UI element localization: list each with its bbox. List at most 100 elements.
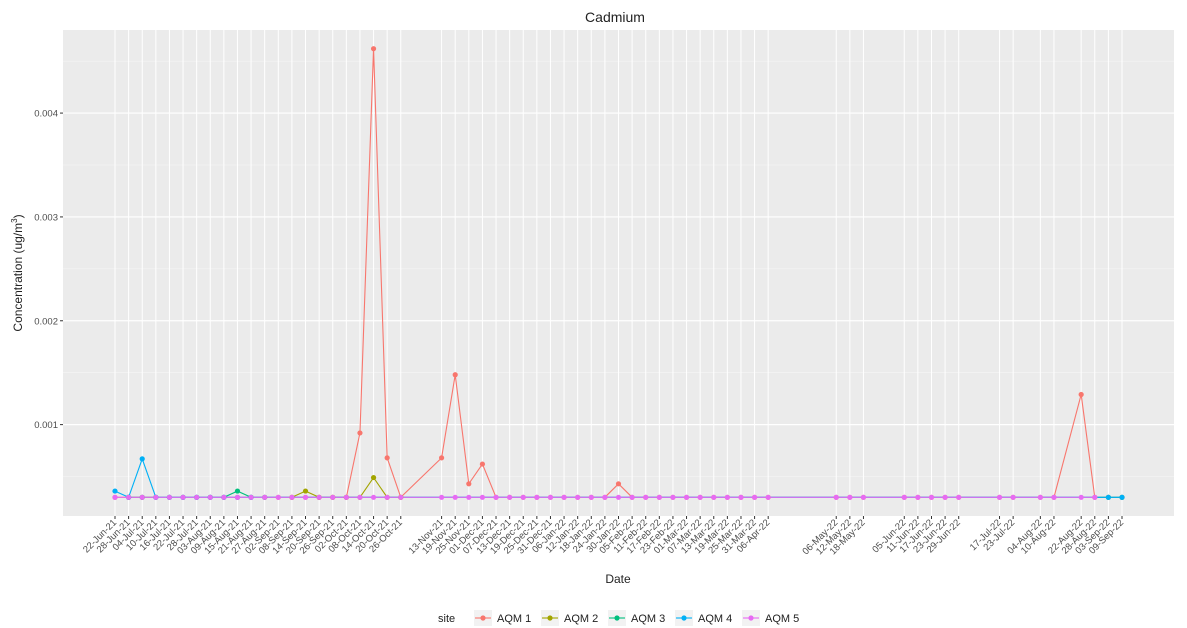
data-point-aqm-3 [234, 488, 241, 494]
data-point-aqm-5 [520, 494, 526, 500]
legend-label: AQM 3 [631, 613, 665, 625]
legend-title: site [438, 613, 455, 625]
data-point-aqm-5 [330, 494, 336, 500]
data-point-aqm-5 [751, 494, 758, 500]
data-point-aqm-5 [1051, 494, 1057, 500]
data-point-aqm-5 [683, 494, 690, 500]
data-point-aqm-1 [357, 430, 363, 436]
legend-label: AQM 2 [564, 613, 598, 625]
data-point-aqm-5 [275, 494, 281, 500]
data-point-aqm-5 [602, 494, 608, 500]
legend-label: AQM 4 [698, 613, 732, 625]
legend-item-aqm-4: AQM 4 [675, 610, 732, 626]
grid-lines [63, 30, 1174, 516]
data-point-aqm-1 [466, 481, 472, 487]
data-point-aqm-5 [656, 494, 662, 500]
data-point-aqm-5 [1078, 494, 1084, 500]
data-point-aqm-5 [221, 494, 227, 500]
y-tick-label: 0.001 [34, 420, 58, 431]
data-point-aqm-5 [561, 494, 567, 500]
legend-item-aqm-3: AQM 3 [608, 610, 665, 626]
data-point-aqm-5 [615, 494, 622, 500]
data-point-aqm-5 [302, 494, 309, 500]
data-point-aqm-5 [112, 494, 118, 500]
data-point-aqm-2 [370, 474, 377, 481]
legend-key-point [480, 615, 486, 621]
series-points [112, 46, 1125, 500]
y-tick-label: 0.003 [34, 212, 58, 223]
data-point-aqm-5 [547, 494, 554, 500]
data-point-aqm-5 [996, 494, 1003, 500]
data-point-aqm-5 [833, 494, 839, 500]
data-point-aqm-5 [207, 494, 213, 500]
data-point-aqm-5 [248, 494, 254, 500]
data-point-aqm-5 [493, 494, 499, 500]
data-point-aqm-1 [452, 372, 458, 378]
data-point-aqm-5 [711, 494, 717, 500]
data-point-aqm-5 [860, 494, 867, 500]
data-point-aqm-5 [588, 494, 594, 500]
data-point-aqm-5 [452, 494, 458, 500]
data-point-aqm-4 [112, 488, 118, 494]
data-point-aqm-5 [1092, 494, 1098, 500]
data-point-aqm-5 [153, 494, 159, 500]
y-axis-title-superscript: 3 [10, 218, 19, 223]
data-point-aqm-5 [901, 494, 907, 500]
y-axis-title-main: Concentration (ug/m [11, 223, 25, 332]
data-point-aqm-2 [302, 488, 309, 494]
data-point-aqm-5 [697, 494, 703, 500]
legend-key-point [748, 615, 754, 621]
legend-item-aqm-5: AQM 5 [742, 610, 799, 626]
data-point-aqm-5 [534, 494, 540, 500]
data-point-aqm-5 [1010, 494, 1016, 500]
legend-key-point [547, 615, 553, 621]
legend-label: AQM 5 [765, 613, 799, 625]
legend: site AQM 1 AQM 2 AQM 3 AQM 4 AQM 5 [438, 610, 799, 626]
data-point-aqm-5 [928, 494, 935, 500]
y-axis-title: Concentration (ug/m3) [10, 214, 25, 331]
legend-key-point [614, 615, 620, 621]
data-point-aqm-5 [670, 494, 676, 500]
data-point-aqm-1 [615, 481, 622, 487]
data-point-aqm-5 [724, 494, 730, 500]
data-point-aqm-5 [343, 494, 349, 500]
chart-title: Cadmium [585, 9, 645, 25]
data-point-aqm-5 [357, 494, 363, 500]
data-point-aqm-5 [384, 494, 390, 500]
data-point-aqm-5 [466, 494, 472, 500]
data-point-aqm-4 [1105, 494, 1111, 500]
data-point-aqm-5 [234, 494, 241, 500]
data-point-aqm-5 [507, 494, 513, 500]
data-point-aqm-1 [384, 455, 390, 461]
data-point-aqm-5 [194, 494, 200, 500]
y-tick-label: 0.004 [34, 109, 58, 120]
data-point-aqm-5 [398, 494, 404, 500]
data-point-aqm-5 [316, 494, 322, 500]
data-point-aqm-5 [575, 494, 581, 500]
x-axis: 22-Jun-2128-Jun-2104-Jul-2110-Jul-2116-J… [81, 516, 1126, 557]
data-point-aqm-5 [370, 494, 377, 500]
data-point-aqm-5 [1037, 494, 1043, 500]
data-point-aqm-5 [942, 494, 948, 500]
data-point-aqm-1 [370, 46, 377, 52]
data-point-aqm-5 [126, 494, 132, 500]
data-point-aqm-1 [438, 455, 445, 461]
data-point-aqm-5 [166, 494, 173, 500]
y-axis: 0.001 0.002 0.003 0.004 [34, 109, 63, 431]
data-point-aqm-5 [956, 494, 962, 500]
data-point-aqm-5 [262, 494, 268, 500]
y-axis-title-suffix: ) [11, 214, 25, 218]
legend-item-aqm-2: AQM 2 [541, 610, 598, 626]
data-point-aqm-5 [738, 494, 744, 500]
data-point-aqm-5 [643, 494, 649, 500]
data-point-aqm-5 [915, 494, 921, 500]
data-point-aqm-5 [139, 494, 145, 500]
legend-key-point [681, 615, 687, 621]
data-point-aqm-4 [139, 456, 145, 462]
legend-label: AQM 1 [497, 613, 531, 625]
data-point-aqm-5 [180, 494, 186, 500]
data-point-aqm-5 [629, 494, 635, 500]
data-point-aqm-5 [438, 494, 445, 500]
data-point-aqm-5 [847, 494, 853, 500]
